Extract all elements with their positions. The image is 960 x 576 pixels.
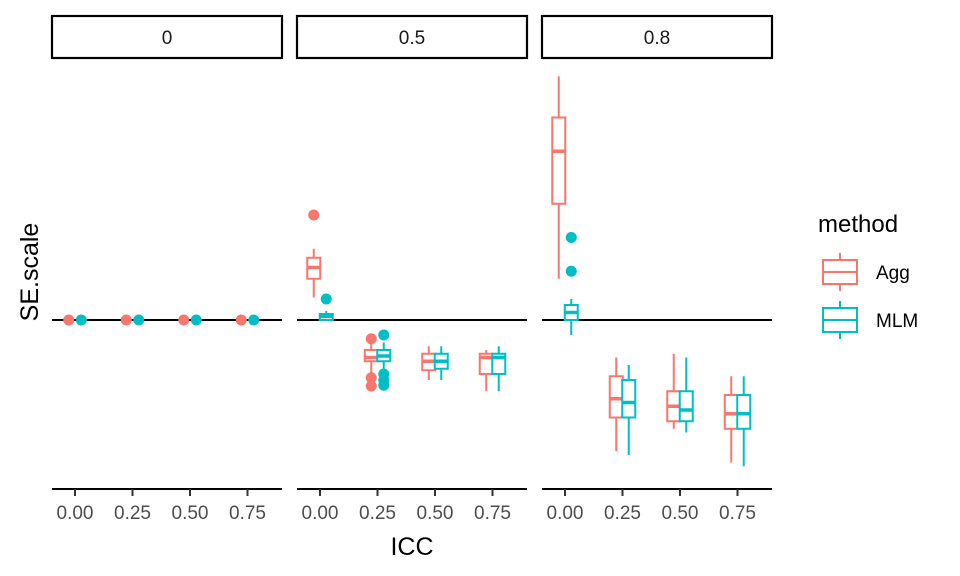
degenerate-point [133, 314, 145, 326]
facet-panel [542, 76, 772, 467]
degenerate-point [248, 314, 260, 326]
y-axis-title: SE.scale [16, 223, 44, 322]
x-axis: 0.00 0.25 0.50 0.75 [52, 488, 282, 524]
x-tick-label: 0.25 [359, 503, 396, 524]
facet-strip-box [50, 14, 284, 60]
legend-label: Agg [876, 263, 910, 284]
box-iqr [363, 349, 379, 363]
box-iqr [736, 394, 752, 430]
x-axis: 0.00 0.25 0.50 0.75 [297, 488, 527, 524]
boxplot-agg [478, 350, 494, 392]
facet-strip: 0.8 [540, 14, 774, 60]
boxplot-mlm [433, 346, 449, 380]
boxplot-mlm [318, 293, 334, 321]
x-tick-label: 0.00 [302, 503, 339, 524]
boxplot-mlm [133, 314, 145, 326]
x-tick-label: 0.75 [474, 503, 511, 524]
outlier-point [378, 329, 390, 341]
legend-key-agg: Agg [822, 253, 910, 291]
x-tick-label: 0.25 [114, 503, 151, 524]
x-tick-label: 0.75 [719, 503, 756, 524]
box-iqr [621, 379, 637, 419]
outlier-point [565, 232, 577, 243]
x-tick-label: 0.50 [172, 503, 209, 524]
degenerate-point [190, 314, 202, 326]
facet-strips: 0 0.5 0.8 [50, 14, 774, 60]
facet-strip-label: 0.8 [644, 28, 670, 49]
boxplot-agg [63, 314, 75, 326]
x-tick-label: 0.50 [417, 503, 454, 524]
outlier-point [365, 333, 377, 345]
facet-strip-box [295, 14, 529, 60]
boxplot-agg [666, 353, 682, 429]
facet-panels [52, 76, 772, 467]
facet-strip: 0.5 [295, 14, 529, 60]
boxplot-mlm [678, 357, 694, 433]
legend-label: MLM [876, 311, 918, 332]
boxplot-mlm [621, 365, 637, 455]
x-tick-label: 0.00 [57, 503, 94, 524]
boxplot-mlm [736, 376, 752, 467]
outlier-point [308, 209, 320, 221]
x-axes: 0.00 0.25 0.50 0.75 0.00 0.25 0.50 0.75 0.00 0.25… [52, 488, 772, 524]
degenerate-point [75, 314, 87, 326]
boxplot-agg [235, 314, 247, 326]
boxplot-agg [551, 76, 567, 279]
boxplot-agg [363, 333, 379, 392]
facet-strip: 0 [50, 14, 284, 60]
facet-strip-label: 0 [162, 28, 173, 49]
x-axis: 0.00 0.25 0.50 0.75 [542, 488, 772, 524]
boxplot-agg [120, 314, 132, 326]
x-tick-label: 0.75 [229, 503, 266, 524]
outlier-point [320, 293, 332, 305]
boxplot-mlm [190, 314, 202, 326]
box-iqr [723, 394, 739, 430]
box-iqr [678, 390, 694, 423]
legend-key-mlm: MLM [822, 301, 918, 339]
degenerate-point [235, 314, 247, 326]
box-iqr [608, 375, 624, 419]
boxplot-mlm [491, 346, 507, 392]
boxplot-mlm [563, 232, 579, 335]
x-tick-label: 0.00 [547, 503, 584, 524]
boxplot-mlm [75, 314, 87, 326]
facet-strip-label: 0.5 [399, 28, 425, 49]
degenerate-point [63, 314, 75, 326]
boxplot-mlm [376, 329, 392, 391]
x-tick-label: 0.50 [662, 503, 699, 524]
outlier-point [365, 380, 377, 392]
boxplot-agg [306, 209, 322, 298]
boxplot-agg [421, 346, 437, 380]
facet-panel [52, 314, 282, 326]
degenerate-point [178, 314, 190, 326]
outlier-point [565, 265, 577, 277]
legend: method Agg MLM [818, 211, 918, 339]
legend-title: method [818, 211, 898, 238]
x-axis-title: ICC [390, 533, 433, 561]
boxplot-agg [608, 357, 624, 452]
facet-panel [297, 209, 527, 392]
boxplot-mlm [248, 314, 260, 326]
box-iqr [551, 116, 567, 205]
x-tick-label: 0.25 [604, 503, 641, 524]
outlier-point [378, 374, 390, 386]
boxplot-agg [723, 376, 739, 463]
facet-strip-box [540, 14, 774, 60]
boxplot-agg [178, 314, 190, 326]
outlier-point [365, 372, 377, 384]
degenerate-point [120, 314, 132, 326]
